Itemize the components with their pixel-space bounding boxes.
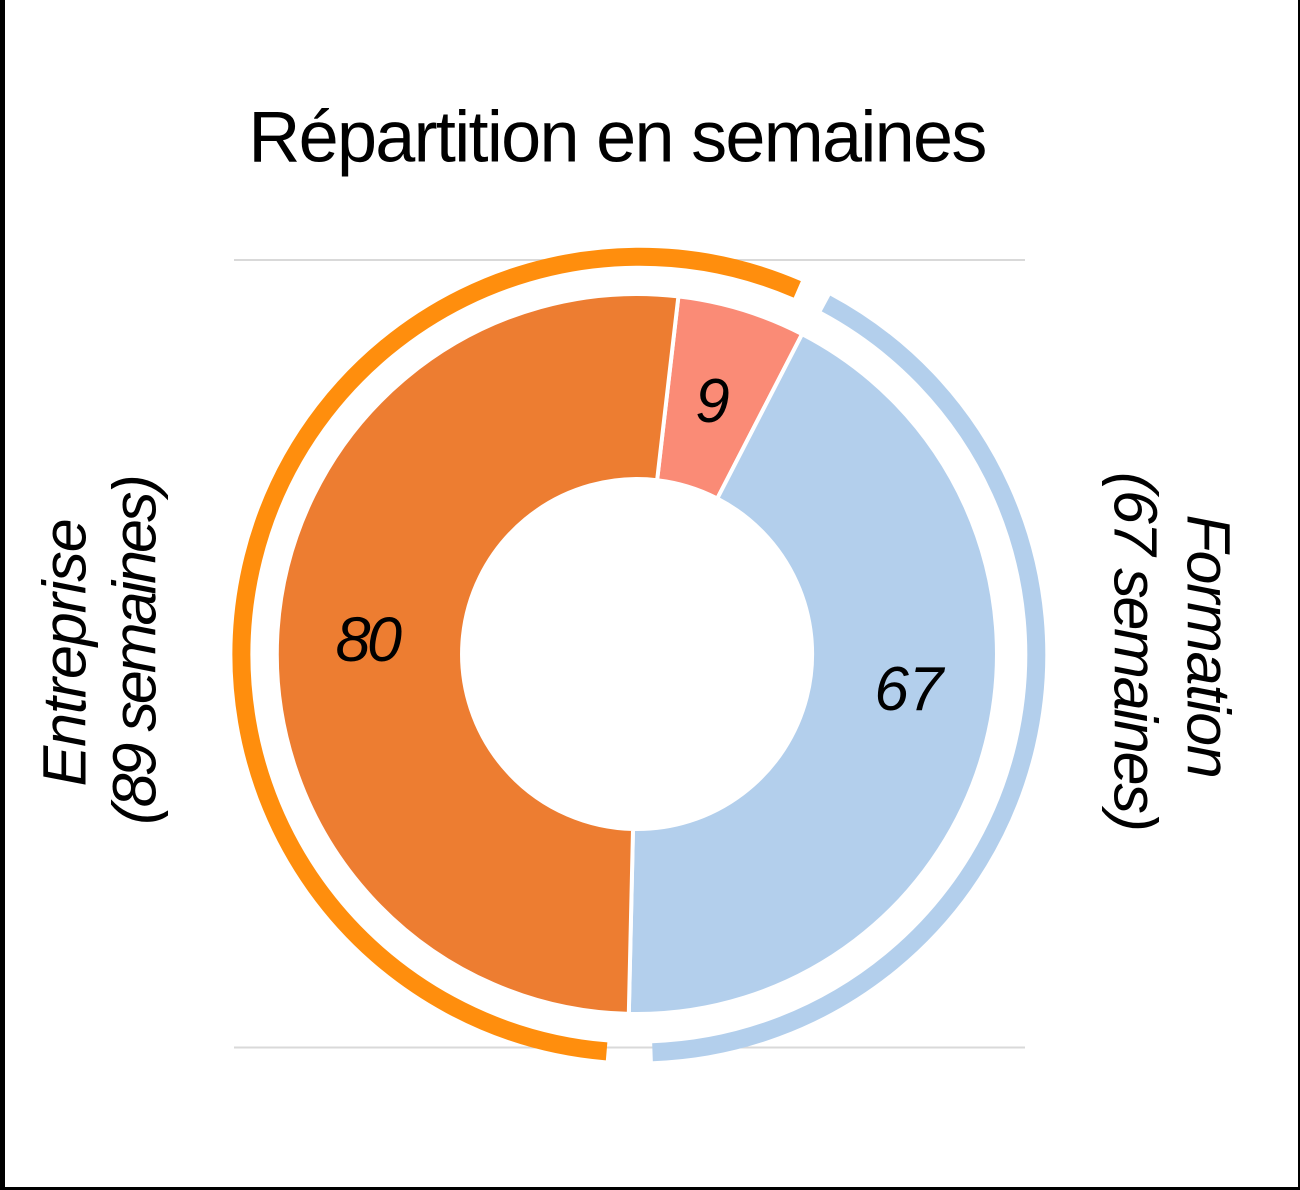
svg-text:67: 67 (874, 655, 945, 724)
svg-text:Formation: Formation (1175, 515, 1243, 778)
svg-text:Répartition en semaines: Répartition en semaines (248, 98, 985, 178)
svg-text:9: 9 (695, 367, 729, 436)
svg-text:(67 semaines): (67 semaines) (1102, 472, 1170, 830)
svg-text:Entreprise: Entreprise (31, 519, 99, 786)
svg-text:(89 semaines): (89 semaines) (101, 477, 169, 825)
svg-text:80: 80 (335, 605, 402, 675)
